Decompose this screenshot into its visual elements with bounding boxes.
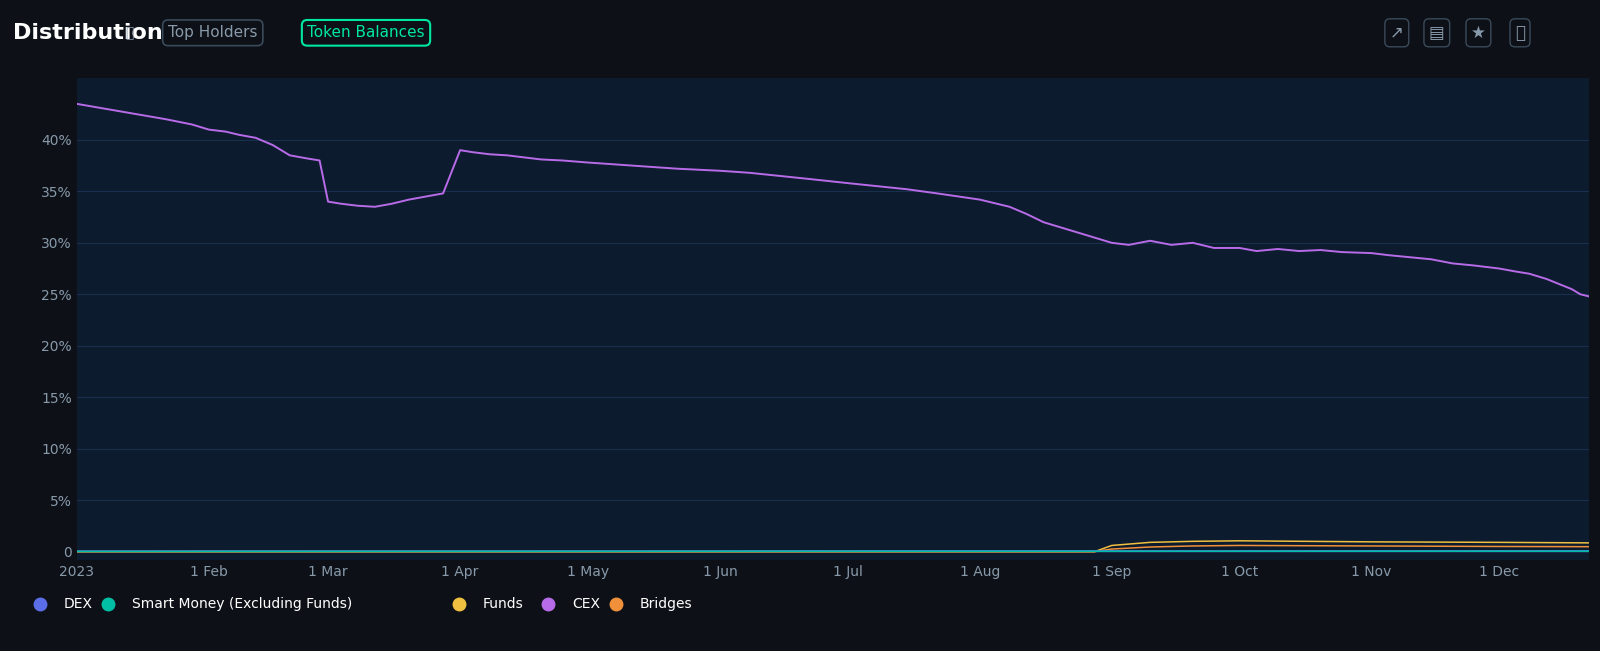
Text: Smart Money (Excluding Funds): Smart Money (Excluding Funds) [131, 598, 352, 611]
Text: Funds: Funds [483, 598, 523, 611]
Text: Top Holders: Top Holders [168, 25, 258, 40]
Text: ⛶: ⛶ [1515, 24, 1525, 42]
Text: CEX: CEX [573, 598, 600, 611]
Text: Distribution: Distribution [13, 23, 163, 43]
Text: ★: ★ [1470, 24, 1486, 42]
Text: DEX: DEX [64, 598, 93, 611]
Text: ↗: ↗ [1390, 24, 1403, 42]
Text: ⓘ: ⓘ [125, 26, 133, 40]
Text: ▤: ▤ [1429, 24, 1445, 42]
Text: Token Balances: Token Balances [307, 25, 426, 40]
Text: Bridges: Bridges [640, 598, 693, 611]
